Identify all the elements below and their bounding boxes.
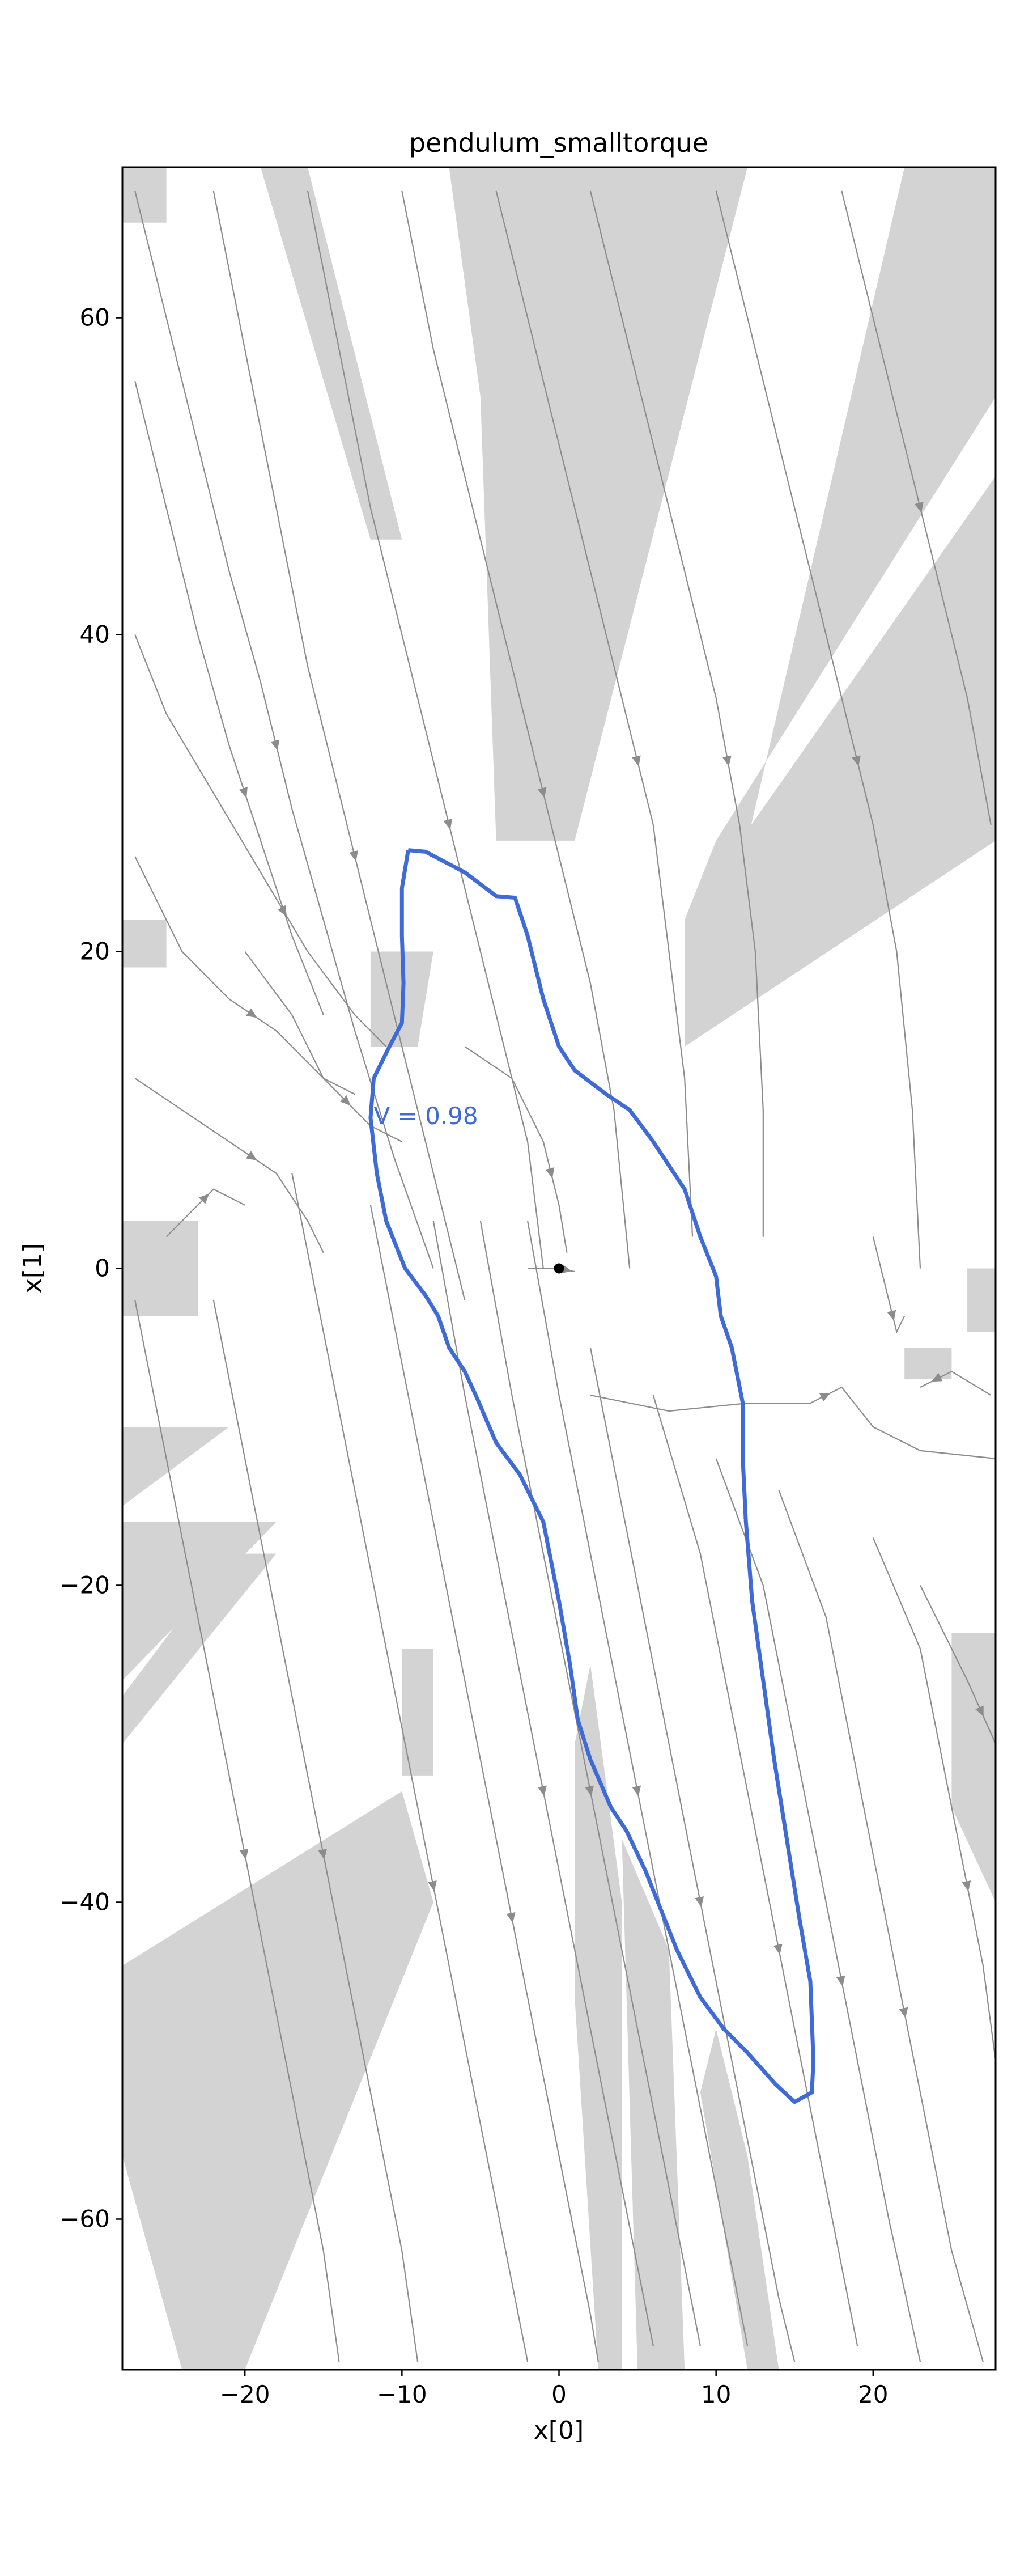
shaded-region — [122, 1791, 434, 2370]
shaded-region — [122, 167, 167, 223]
shaded-region — [951, 1633, 996, 1903]
shaded-region — [402, 1649, 434, 1776]
shaded-region — [260, 167, 402, 540]
streamline — [291, 1173, 529, 2362]
x-tick-label: −20 — [220, 2380, 270, 2408]
equilibrium-point — [554, 1263, 564, 1274]
stream-arrow — [270, 739, 280, 751]
shaded-region — [122, 1221, 198, 1316]
stream-arrow — [585, 1785, 594, 1797]
stream-arrow — [632, 1785, 641, 1797]
y-tick-label: −40 — [60, 1888, 110, 1916]
stream-arrow — [545, 1167, 555, 1179]
marker-group — [554, 1263, 564, 1274]
streamline — [872, 1537, 996, 2061]
x-tick-label: 20 — [858, 2380, 888, 2408]
stream-arrow — [836, 1975, 845, 1987]
stream-arrow — [428, 1880, 437, 1892]
stream-arrow — [246, 1008, 257, 1018]
x-axis-label: x[0] — [534, 2416, 584, 2445]
y-axis-label: x[1] — [18, 1243, 47, 1293]
stream-arrow — [852, 755, 861, 766]
shaded-region — [622, 1838, 685, 2370]
stream-arrow — [443, 819, 453, 830]
y-axis: −60 −40 −20 0 20 40 60 — [60, 304, 122, 2232]
level-set-curve — [368, 848, 815, 2104]
stream-arrow — [198, 1193, 210, 1204]
y-tick-label: 20 — [80, 938, 110, 965]
stream-arrow — [915, 502, 924, 513]
shaded-region — [122, 1427, 230, 1506]
plot-area — [122, 167, 996, 2370]
stream-arrow — [632, 755, 641, 766]
stream-arrows — [198, 502, 984, 2018]
stream-arrow — [722, 755, 732, 766]
y-tick-label: 40 — [80, 621, 110, 649]
shaded-region — [122, 920, 167, 968]
streamline — [920, 1370, 992, 1396]
x-tick-label: 10 — [701, 2380, 731, 2408]
stream-arrow — [962, 1880, 971, 1892]
shaded-regions — [122, 167, 996, 2370]
streamline — [134, 634, 387, 1047]
stream-arrow — [931, 1372, 943, 1382]
x-axis: −20 −10 0 10 20 — [220, 2370, 889, 2408]
shaded-region — [685, 167, 996, 920]
stream-arrow — [887, 1310, 896, 1321]
streamline — [307, 190, 544, 1269]
shaded-region — [904, 1348, 952, 1380]
y-tick-label: 60 — [80, 304, 110, 332]
stream-arrow — [819, 1393, 831, 1402]
streamline — [920, 1585, 996, 1744]
stream-arrow — [277, 905, 287, 917]
streamline — [212, 190, 466, 1300]
stream-arrow — [975, 1705, 984, 1717]
streamline — [715, 190, 921, 1269]
stream-arrow — [246, 1151, 257, 1160]
streamline — [778, 1490, 984, 2362]
streamline — [495, 190, 694, 1237]
shaded-region — [575, 1664, 622, 2370]
stream-arrow — [538, 1785, 547, 1797]
streamline — [134, 381, 324, 1015]
stream-arrow — [773, 1943, 783, 1955]
stream-arrow — [239, 1849, 249, 1860]
shaded-region — [122, 1553, 277, 1744]
stream-arrow — [506, 1912, 516, 1923]
shaded-region — [685, 476, 996, 1047]
streamline — [715, 1458, 921, 2362]
stream-arrow — [349, 850, 358, 862]
y-tick-label: 0 — [95, 1255, 110, 1282]
y-tick-label: −60 — [60, 2205, 110, 2232]
x-tick-label: −10 — [377, 2380, 427, 2408]
streamline — [401, 190, 631, 1269]
shaded-region — [967, 1268, 996, 1332]
shaded-region — [700, 2029, 779, 2370]
streamline — [244, 951, 402, 1142]
x-tick-label: 0 — [551, 2380, 567, 2408]
level-set-group — [368, 848, 815, 2104]
stream-arrow — [340, 1095, 351, 1106]
streamline — [652, 1395, 858, 2346]
shaded-region — [449, 167, 748, 841]
stream-arrow — [899, 2007, 908, 2018]
streamline — [589, 190, 764, 1237]
stream-arrow — [239, 786, 248, 798]
y-tick-label: −20 — [60, 1571, 110, 1599]
stream-arrow — [318, 1849, 327, 1860]
chart-title: pendulum_smalltorque — [409, 128, 708, 158]
stream-arrow — [537, 787, 547, 798]
streamlines — [134, 190, 996, 2362]
level-set-annotation: V = 0.98 — [373, 1102, 478, 1130]
stream-arrow — [695, 1896, 704, 1908]
streamline — [369, 1205, 599, 2362]
streamline — [464, 1046, 568, 1253]
